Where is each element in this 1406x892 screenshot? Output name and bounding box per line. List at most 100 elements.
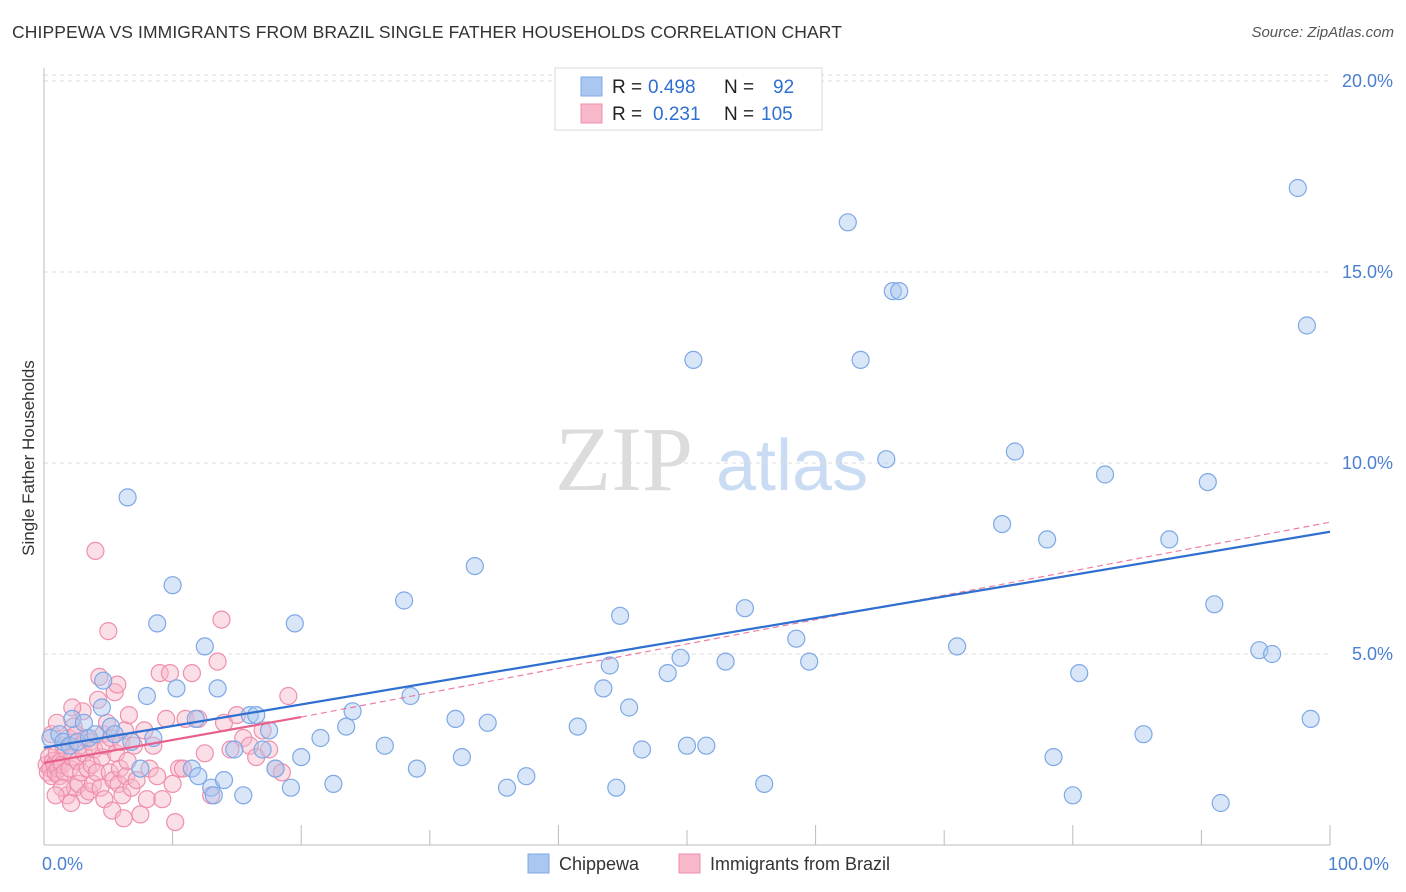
data-point-chippewa	[1301, 709, 1320, 729]
data-point-chippewa	[1262, 644, 1282, 664]
data-point-chippewa	[137, 686, 156, 706]
stats-swatch-chippewa	[580, 76, 603, 97]
stats-box: R = 0.498 N = 92 R = 0.231 N = 105	[554, 67, 823, 131]
data-point-chippewa	[1095, 465, 1115, 484]
data-point-brazil	[99, 621, 118, 641]
data-point-chippewa	[337, 717, 356, 736]
data-point-chippewa	[607, 778, 626, 797]
data-point-chippewa	[755, 774, 774, 794]
watermark-zip: ZIP	[555, 408, 693, 510]
data-point-chippewa	[1037, 530, 1057, 549]
data-point-chippewa	[94, 671, 113, 690]
legend-label-brazil: Immigrants from Brazil	[710, 854, 890, 874]
data-point-chippewa	[465, 556, 484, 576]
data-point-chippewa	[787, 629, 806, 648]
data-point-brazil	[114, 809, 133, 828]
data-point-chippewa	[292, 747, 311, 767]
data-point-chippewa	[343, 702, 362, 721]
data-point-brazil	[212, 610, 231, 629]
data-point-brazil	[110, 759, 130, 778]
y-tick-label: 5.0%	[1352, 644, 1393, 664]
data-point-chippewa	[407, 759, 426, 778]
data-point-chippewa	[517, 767, 536, 786]
data-point-brazil	[60, 759, 79, 778]
data-point-chippewa	[658, 663, 677, 683]
data-point-chippewa	[568, 717, 587, 736]
data-point-brazil	[166, 812, 185, 832]
x-tick-min: 0.0%	[42, 854, 83, 874]
stats-r-value-chippewa: 0.498	[648, 77, 696, 98]
stats-n-value-chippewa: 92	[773, 77, 794, 98]
data-point-chippewa	[1160, 530, 1179, 549]
data-point-chippewa	[131, 759, 150, 778]
watermark: ZIP atlas	[555, 408, 868, 510]
data-point-chippewa	[619, 698, 639, 717]
data-point-chippewa	[1205, 595, 1224, 614]
data-point-chippewa	[446, 709, 465, 729]
data-point-chippewa	[478, 713, 497, 732]
data-point-chippewa	[214, 770, 234, 790]
data-point-brazil	[61, 793, 81, 813]
stats-n-label-chippewa: N =	[724, 77, 754, 98]
data-point-brazil	[157, 709, 176, 729]
data-point-brazil	[160, 663, 180, 683]
trend-line-brazil-extended	[301, 521, 1331, 718]
data-point-chippewa	[189, 767, 208, 786]
data-point-brazil	[221, 740, 240, 759]
data-point-chippewa	[684, 350, 703, 369]
data-point-chippewa	[497, 778, 517, 797]
watermark-atlas: atlas	[716, 426, 868, 506]
data-point-brazil	[119, 705, 138, 725]
data-point-brazil	[195, 744, 214, 763]
data-point-brazil	[86, 541, 105, 561]
data-point-brazil	[108, 675, 127, 694]
data-point-chippewa	[1288, 178, 1307, 198]
y-axis-label: Single Father Households	[19, 360, 38, 556]
data-point-brazil	[131, 805, 150, 824]
data-point-chippewa	[883, 282, 902, 301]
data-point-chippewa	[452, 747, 471, 767]
data-point-brazil	[52, 778, 72, 797]
y-tick-labels: 5.0% 10.0% 15.0% 20.0%	[1342, 71, 1393, 664]
data-point-chippewa	[1134, 725, 1153, 744]
data-point-chippewa	[234, 786, 253, 805]
y-tick-label: 20.0%	[1342, 71, 1393, 91]
data-point-chippewa	[800, 652, 819, 671]
data-point-brazil	[169, 759, 189, 778]
data-point-chippewa	[163, 576, 182, 595]
data-point-chippewa	[632, 740, 652, 759]
x-tick-max: 100.0%	[1328, 854, 1389, 874]
series-chippewa	[41, 178, 1320, 813]
stats-n-label-brazil: N =	[724, 104, 754, 125]
data-point-chippewa	[947, 637, 967, 656]
data-point-brazil	[182, 663, 201, 683]
stats-swatch-brazil	[580, 103, 603, 124]
data-point-chippewa	[225, 740, 244, 759]
trend-lines	[43, 521, 1331, 764]
data-point-brazil	[46, 786, 65, 805]
data-point-chippewa	[600, 656, 619, 675]
data-point-brazil	[260, 740, 279, 759]
data-point-chippewa	[186, 709, 205, 729]
data-point-chippewa	[281, 778, 300, 797]
data-point-chippewa	[167, 679, 186, 698]
stats-r-label-chippewa: R =	[612, 77, 642, 98]
axes	[43, 68, 1331, 846]
y-tick-label: 15.0%	[1342, 262, 1393, 282]
data-point-chippewa	[395, 591, 414, 610]
data-point-brazil	[117, 767, 136, 786]
data-point-chippewa	[851, 350, 870, 369]
data-point-chippewa	[671, 648, 690, 667]
data-point-chippewa	[204, 786, 223, 805]
data-point-brazil	[163, 774, 182, 794]
data-point-chippewa	[324, 774, 343, 794]
data-point-chippewa	[992, 514, 1012, 534]
x-tick-labels: 0.0% 100.0%	[42, 854, 1389, 874]
data-point-chippewa	[1063, 786, 1082, 805]
stats-r-label-brazil: R =	[612, 104, 642, 125]
data-point-chippewa	[266, 759, 285, 778]
data-point-chippewa	[716, 652, 735, 671]
stats-n-value-brazil: 105	[761, 104, 793, 125]
source-label: Source: ZipAtlas.com	[1251, 24, 1394, 41]
